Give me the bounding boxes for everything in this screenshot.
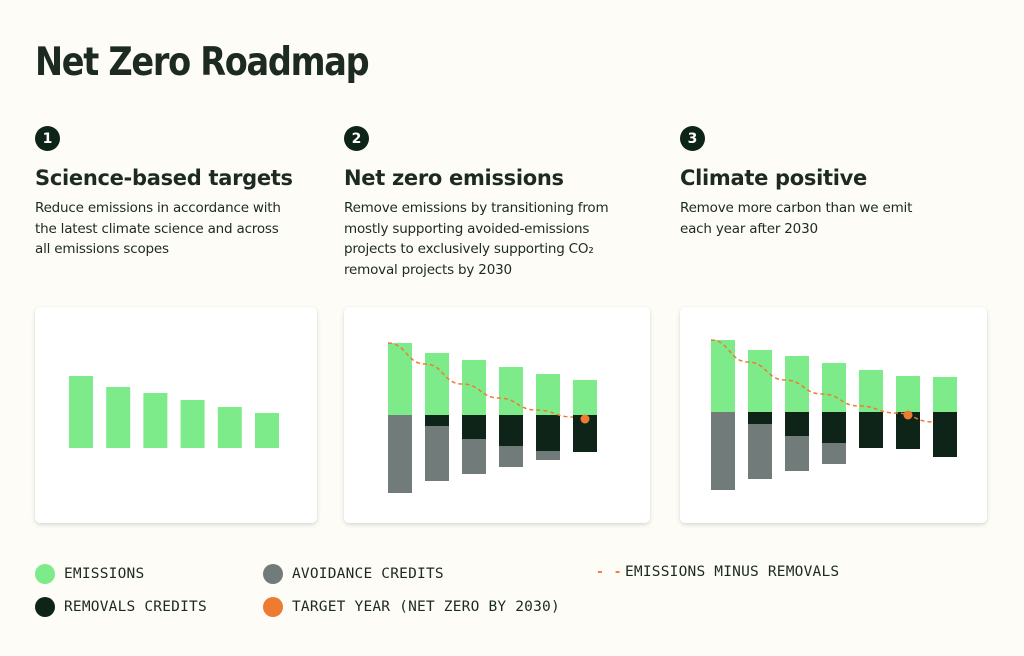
emissions-bar	[711, 340, 735, 412]
emissions-bar	[748, 350, 772, 412]
emissions-swatch	[35, 564, 55, 584]
legend-emissions-minus-removals: - - EMISSIONS MINUS REMOVALS	[596, 564, 839, 580]
removals-bar	[822, 412, 846, 443]
dashed-line-icon: - -	[596, 564, 623, 580]
chart-card-2	[344, 307, 650, 523]
legend-emissions: EMISSIONS	[35, 564, 144, 584]
step-number: 1	[35, 126, 60, 151]
removals-bar	[859, 412, 883, 448]
legend-avoidance: AVOIDANCE CREDITS	[263, 564, 444, 584]
removals-bar	[785, 412, 809, 436]
desc-line: projects to exclusively supporting CO₂	[344, 241, 594, 257]
desc-line: Reduce emissions in accordance with	[35, 200, 281, 216]
emissions-bar	[933, 377, 957, 412]
legend-target: TARGET YEAR (NET ZERO BY 2030)	[263, 597, 560, 617]
emissions-bar	[822, 363, 846, 412]
step-1: 1 Science-based targets Reduce emissions…	[35, 126, 335, 260]
emissions-bar	[143, 393, 168, 448]
avoidance-bar	[748, 424, 772, 479]
emissions-bar	[69, 376, 93, 448]
target-year-marker	[580, 414, 590, 424]
emissions-bar	[425, 353, 449, 415]
removals-bar	[462, 415, 486, 439]
step-title: Climate positive	[680, 166, 867, 190]
avoidance-bar	[711, 412, 735, 490]
legend-label: AVOIDANCE CREDITS	[292, 566, 444, 582]
avoidance-bar	[822, 443, 846, 464]
emissions-bar	[255, 413, 279, 448]
legend-removals: REMOVALS CREDITS	[35, 597, 207, 617]
step-number: 2	[344, 126, 369, 151]
emissions-bar	[499, 367, 523, 415]
removals-bar	[425, 415, 449, 426]
step-description: Remove more carbon than we emit each yea…	[680, 198, 980, 239]
chart-card-3	[680, 307, 987, 523]
chart-1	[69, 376, 279, 448]
emissions-bar	[896, 376, 920, 412]
emissions-bar	[217, 407, 242, 448]
emissions-bar	[388, 343, 412, 415]
emissions-bar	[573, 380, 597, 415]
emissions-bar	[180, 400, 205, 448]
target-swatch	[263, 597, 283, 617]
avoidance-bar	[425, 426, 449, 481]
desc-line: Remove emissions by transitioning from	[344, 200, 609, 216]
emissions-minus-removals-line	[710, 339, 934, 423]
avoidance-swatch	[263, 564, 283, 584]
desc-line: each year after 2030	[680, 220, 818, 237]
avoidance-bar	[785, 436, 809, 471]
chart-3	[710, 339, 957, 490]
step-2: 2 Net zero emissions Remove emissions by…	[344, 126, 644, 280]
chart-2	[387, 342, 597, 493]
desc-line: all emissions scopes	[35, 241, 169, 257]
avoidance-bar	[462, 439, 486, 474]
removals-swatch	[35, 597, 55, 617]
avoidance-bar	[499, 446, 523, 467]
chart-card-1	[35, 307, 317, 523]
desc-line: removal projects by 2030	[344, 261, 512, 278]
emissions-bar	[106, 387, 131, 448]
emissions-minus-removals-line	[387, 342, 574, 418]
avoidance-bar	[388, 415, 412, 493]
legend-label: TARGET YEAR (NET ZERO BY 2030)	[292, 599, 560, 615]
emissions-bar	[785, 356, 809, 412]
target-year-marker	[903, 410, 913, 420]
removals-bar	[499, 415, 523, 446]
removals-bar	[933, 412, 957, 457]
page-title: Net Zero Roadmap	[35, 40, 370, 85]
desc-line: Remove more carbon than we emit	[680, 200, 913, 216]
legend-label: EMISSIONS	[64, 566, 145, 582]
legend-label: EMISSIONS MINUS REMOVALS	[625, 564, 840, 580]
step-description: Remove emissions by transitioning from m…	[344, 198, 644, 280]
step-title: Net zero emissions	[344, 166, 564, 190]
removals-bar	[748, 412, 772, 424]
removals-bar	[536, 415, 560, 451]
legend-label: REMOVALS CREDITS	[64, 599, 207, 615]
step-title: Science-based targets	[35, 166, 293, 190]
step-3: 3 Climate positive Remove more carbon th…	[680, 126, 980, 239]
desc-line: mostly supporting avoided-emissions	[344, 220, 590, 237]
desc-line: the latest climate science and across	[35, 220, 279, 237]
emissions-bar	[859, 370, 883, 412]
emissions-bar	[536, 374, 560, 415]
avoidance-bar	[536, 451, 560, 460]
step-description: Reduce emissions in accordance with the …	[35, 198, 335, 260]
step-number: 3	[680, 126, 705, 151]
